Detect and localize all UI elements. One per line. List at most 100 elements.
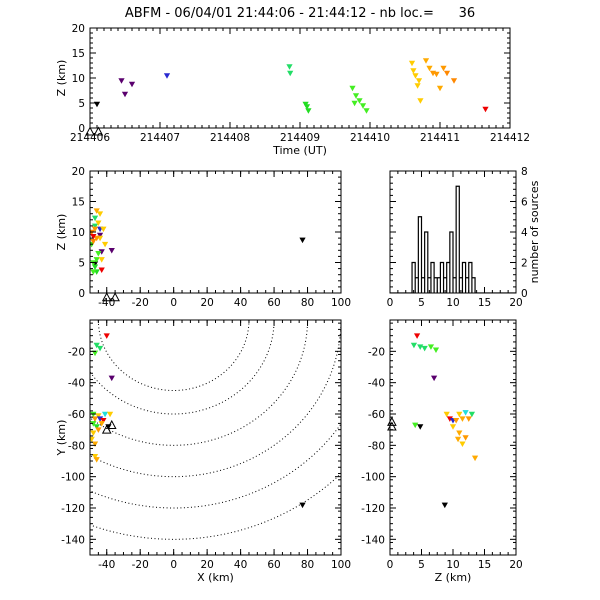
source-point [91,264,99,270]
x-tick-label: -40 [98,297,115,309]
x-tick-label: 15 [478,297,491,309]
x-tick-label: 214409 [280,132,320,144]
source-point [93,257,100,263]
station-marker [110,292,120,302]
z_y-data [410,333,479,509]
source-point [93,342,100,349]
range-circle [90,422,341,509]
y-tick-label: 0 [78,288,85,300]
histogram-bar [418,217,421,293]
source-point [462,435,469,441]
source-point [433,71,440,78]
y-tick-label: 15 [72,48,85,60]
x-tick-label: 10 [446,297,459,309]
station-marker [101,424,112,434]
source-point [95,251,102,257]
x-tick-label: 214411 [420,132,460,144]
source-point [410,342,418,349]
x-tick-label: 80 [301,559,314,571]
source-point [351,100,358,107]
source-point [456,411,463,418]
x-tick-label: 15 [478,559,491,571]
histogram-bar [450,232,453,293]
x-tick-label: 0 [170,559,177,571]
x-tick-label: 0 [387,559,394,571]
source-point [453,417,460,424]
source-point [356,98,363,104]
x-tick-label: 214408 [210,132,250,144]
x-tick-label: 40 [234,559,247,571]
range-circle [90,320,308,446]
y-tick-label: 5 [78,258,85,270]
source-point [128,81,136,88]
source-point [91,215,99,222]
source-point [299,237,306,244]
source-point [417,98,424,104]
histogram-bar [456,186,459,293]
x-tick-label: -20 [132,559,149,571]
y-axis-label: Z (km) [55,60,68,97]
source-point [98,421,105,427]
x_y_map-panel: -40 -20 0 20 40 60 80 100 -140 -120 -100 -80 -60 -40 -… [55,319,351,584]
histogram-bar [431,263,434,294]
source-point [427,344,435,350]
y-tick-label: 10 [72,73,85,85]
source-point [163,73,171,79]
source-point [96,345,104,352]
source-point [422,58,430,64]
source-point [90,430,97,437]
x-tick-label: 20 [200,559,213,571]
y-tick-label: -80 [368,440,385,452]
x-tick-label: 214412 [490,132,530,144]
histogram-bar [440,263,443,294]
y-tick-label: 0 [521,288,528,300]
y-tick-label: -140 [61,534,85,546]
x-tick-label: 20 [509,297,522,309]
y-tick-label: 2 [521,258,528,270]
source-point [101,241,109,248]
y-tick-label: -100 [61,472,85,484]
y-tick-label: 10 [72,227,85,239]
station-marker [85,126,95,136]
source-point [456,430,463,437]
y-tick-label: -20 [368,346,385,358]
histogram-bar [447,263,450,294]
x-tick-label: 20 [200,297,213,309]
x_height-frame [89,170,342,294]
source-point [412,73,419,79]
x-tick-label: 80 [301,297,314,309]
time_height-panel: 214406 214407 214408 214409 214410 214411 2144… [55,23,530,157]
source-point [441,502,448,509]
source-point [96,232,104,239]
source-point [91,223,99,230]
x-tick-label: -40 [98,559,115,571]
source-point [91,441,99,447]
y-tick-label: 20 [72,166,85,178]
x-tick-label: 214410 [350,132,390,144]
source-point [432,347,440,353]
time_height-frame [89,27,511,129]
source-point [95,413,102,419]
source-point [305,108,312,114]
y-tick-label: 4 [521,227,528,239]
source-point [287,70,294,77]
source-point [459,416,466,422]
source-point [98,257,105,263]
y-tick-label: -80 [68,440,85,452]
source-point [410,68,417,74]
source-point [430,375,438,382]
source-point [436,85,444,92]
histogram-bar [425,232,428,293]
source-point [349,85,356,92]
z_y-panel: 0 5 10 15 20 -140 -120 -100 -80 -60 -40 -20 Z (km) [361,319,523,584]
source-point [415,78,423,84]
x-axis-label: Time (UT) [272,144,327,157]
source-point [299,502,306,509]
z_y-frame [389,319,517,556]
y-tick-label: -120 [61,503,85,515]
source-point [91,416,99,422]
source-point [417,424,424,430]
time_height-data [93,58,489,114]
source-point [450,78,458,84]
